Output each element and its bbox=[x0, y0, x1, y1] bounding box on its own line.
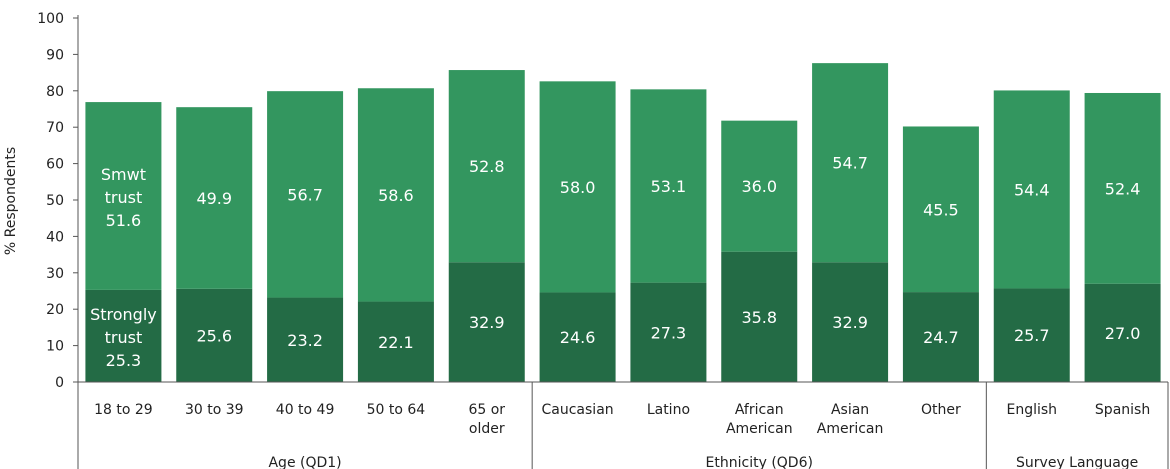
bar-strongly-trust bbox=[902, 292, 979, 382]
bar-smwt-trust bbox=[357, 88, 434, 302]
y-tick-label: 70 bbox=[46, 120, 64, 136]
bar-smwt-trust bbox=[176, 107, 253, 289]
bar-value-label: 54.4 bbox=[1014, 180, 1050, 199]
bar-value-label: 51.6 bbox=[106, 211, 142, 230]
bar-strongly-trust bbox=[448, 262, 525, 382]
bar-value-label: trust bbox=[105, 328, 143, 347]
bar-value-label: 23.2 bbox=[287, 331, 323, 350]
bar-strongly-trust bbox=[357, 301, 434, 382]
bar-value-label: 24.6 bbox=[560, 328, 596, 347]
bar-smwt-trust bbox=[267, 91, 344, 298]
x-tick-label: 40 to 49 bbox=[276, 402, 335, 418]
y-tick-label: 80 bbox=[46, 84, 64, 100]
bars bbox=[85, 63, 1161, 382]
bar-strongly-trust bbox=[993, 288, 1070, 382]
bar-value-label: 53.1 bbox=[651, 177, 687, 196]
bar-value-label: 36.0 bbox=[741, 177, 777, 196]
x-tick-label: 18 to 29 bbox=[94, 402, 153, 418]
y-tick-label: 20 bbox=[46, 302, 64, 318]
bar-smwt-trust bbox=[448, 70, 525, 263]
y-tick-label: 100 bbox=[37, 11, 64, 27]
value-labels: Strongly trust 25.3 Smwt trust 51.6 25.6 49.9 23… bbox=[90, 154, 1140, 370]
bar-smwt-trust bbox=[812, 63, 889, 263]
bar-smwt-trust bbox=[993, 90, 1070, 289]
bar-strongly-trust bbox=[539, 292, 616, 382]
bar-value-label: 27.3 bbox=[651, 323, 687, 342]
bar-strongly-trust bbox=[721, 251, 798, 382]
y-axis-label: % Respondents bbox=[3, 147, 19, 255]
bar-smwt-trust bbox=[1084, 92, 1161, 284]
x-tick-label: African bbox=[735, 402, 784, 418]
y-tick-label: 40 bbox=[46, 229, 64, 245]
bar-value-label: 52.4 bbox=[1105, 179, 1141, 198]
bar-smwt-trust bbox=[85, 102, 162, 290]
bar-value-label: 25.6 bbox=[196, 326, 232, 345]
x-tick-label: Asian bbox=[831, 402, 869, 418]
bar-value-label: 58.6 bbox=[378, 186, 414, 205]
bar-value-label: 24.7 bbox=[923, 328, 959, 347]
x-tick-label: Caucasian bbox=[542, 402, 614, 418]
y-tick-label: 60 bbox=[46, 157, 64, 173]
x-tick-label: 30 to 39 bbox=[185, 402, 244, 418]
bar-value-label: 32.9 bbox=[469, 313, 505, 332]
bar-value-label: 25.3 bbox=[106, 351, 142, 370]
axes bbox=[77, 15, 1169, 469]
x-tick-label: Other bbox=[921, 402, 961, 418]
bar-value-label: 32.9 bbox=[832, 313, 868, 332]
y-tick-label: 50 bbox=[46, 193, 64, 209]
y-axis-ticks: 0 10 20 30 40 50 60 70 80 90 100 bbox=[37, 11, 78, 391]
group-label: Ethnicity (QD6) bbox=[706, 455, 813, 469]
bar-strongly-trust bbox=[85, 289, 162, 382]
x-tick-label: American bbox=[726, 421, 793, 437]
bar-value-label: 27.0 bbox=[1105, 324, 1141, 343]
bar-value-label: Strongly bbox=[90, 305, 157, 324]
bar-value-label: 25.7 bbox=[1014, 326, 1050, 345]
bar-smwt-trust bbox=[539, 81, 616, 293]
group-label: Survey Language bbox=[1016, 455, 1138, 469]
y-tick-label: 90 bbox=[46, 47, 64, 63]
bar-strongly-trust bbox=[1084, 283, 1161, 382]
x-tick-label: English bbox=[1006, 402, 1057, 418]
bar-value-label: 22.1 bbox=[378, 333, 414, 352]
y-tick-label: 30 bbox=[46, 266, 64, 282]
bar-value-label: 54.7 bbox=[832, 154, 868, 173]
bar-value-label: 56.7 bbox=[287, 185, 323, 204]
bar-value-label: 45.5 bbox=[923, 200, 959, 219]
bar-strongly-trust bbox=[267, 297, 344, 382]
y-tick-label: 0 bbox=[55, 375, 64, 391]
bar-value-label: 35.8 bbox=[741, 308, 777, 327]
bar-value-label: 52.8 bbox=[469, 157, 505, 176]
bar-strongly-trust bbox=[176, 288, 253, 382]
bar-smwt-trust bbox=[902, 126, 979, 293]
bar-smwt-trust bbox=[721, 120, 798, 252]
bar-value-label: 58.0 bbox=[560, 178, 596, 197]
x-tick-label: Spanish bbox=[1095, 402, 1150, 418]
group-label: Age (QD1) bbox=[268, 455, 341, 469]
x-tick-label: American bbox=[817, 421, 884, 437]
x-tick-label: older bbox=[469, 421, 505, 437]
bar-value-label: Smwt bbox=[101, 165, 146, 184]
category-labels: 18 to 29 30 to 39 40 to 49 50 to 64 65 or old… bbox=[94, 402, 1150, 437]
bar-strongly-trust bbox=[630, 282, 707, 382]
y-tick-label: 10 bbox=[46, 339, 64, 355]
bar-value-label: trust bbox=[105, 188, 143, 207]
bar-smwt-trust bbox=[630, 89, 707, 283]
x-tick-label: Latino bbox=[647, 402, 690, 418]
x-tick-label: 50 to 64 bbox=[367, 402, 426, 418]
group-labels: Age (QD1) Ethnicity (QD6) Survey Language bbox=[268, 455, 1138, 469]
bar-strongly-trust bbox=[812, 262, 889, 382]
bar-value-label: 49.9 bbox=[196, 189, 232, 208]
x-tick-label: 65 or bbox=[468, 402, 505, 418]
